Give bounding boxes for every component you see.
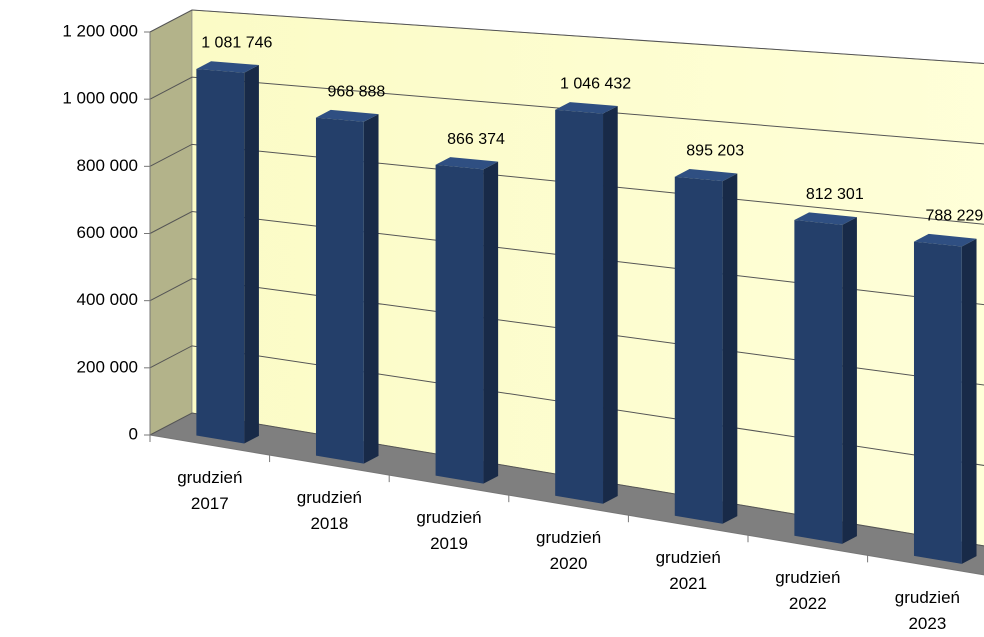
bar-side [961,238,977,564]
grid-line [149,210,984,306]
bar [315,109,379,464]
x-tick-label: grudzień 2023 [894,588,960,634]
bar [794,212,857,544]
x-tick-label: grudzień 2022 [775,568,841,614]
bar [913,233,977,564]
bar-front [315,117,364,464]
bar [555,102,618,504]
value-label: 968 888 [327,83,385,100]
bar-front [196,68,245,444]
bar-front [674,176,723,524]
bar-top [315,109,379,122]
y-tick-label: 1 200 000 [62,21,138,40]
x-tick-label: grudzień 2020 [535,528,602,574]
bar-front [555,109,604,504]
bar-side [483,161,499,484]
chart: 0 200 000 400 000 600 000 800 000 1 000 000 1 … [62,9,984,576]
y-tick-label: 200 000 [77,357,138,376]
x-tick-label: grudzień 2021 [655,548,721,594]
bar-side [842,217,857,544]
bar-top [435,157,499,170]
value-label: 1 046 432 [560,75,631,92]
value-label: 866 374 [447,131,505,148]
grid-line [149,9,984,65]
bar-top [196,61,259,73]
bar-side [603,105,618,504]
bar-front [913,241,962,564]
bar [196,61,259,444]
bar-top [674,168,738,182]
grid-line [149,412,984,547]
value-label: 788 229 [925,208,983,225]
x-tick-label: grudzień 2017 [177,468,243,514]
y-tick-label: 0 [129,424,138,443]
y-tick-label: 600 000 [77,223,138,242]
bar [674,168,738,524]
value-label: 895 203 [686,143,744,160]
y-tick-label: 800 000 [77,156,138,175]
value-label: 812 301 [806,186,864,203]
value-label: 1 081 746 [201,35,272,52]
bar-side [722,173,738,524]
page: {"chart_data": {"type": "bar3d", "catego… [62,9,984,634]
bar-front [794,220,843,544]
x-tick-label: grudzień 2019 [416,508,482,554]
x-axis [149,434,984,576]
bar-side [244,64,259,444]
bar-side [363,114,379,464]
bar-top [913,233,977,247]
bar-top [794,212,857,225]
grid-line [149,278,984,386]
y-tick-label: 400 000 [77,290,138,309]
grid-line [149,76,984,145]
x-tick-label: grudzień 2018 [296,488,362,534]
bar-front [435,164,484,484]
grid-line [149,345,984,466]
y-tick-label: 1 000 000 [62,89,138,108]
bar [435,157,499,484]
grid-line [149,143,984,225]
bar-top [555,102,618,114]
